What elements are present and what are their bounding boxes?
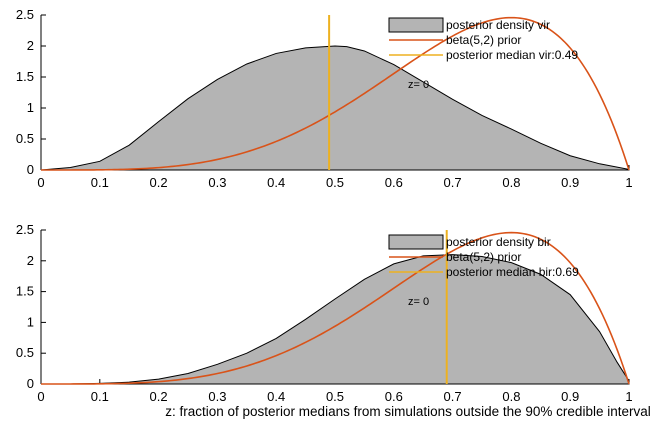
x-tick-label: 1 [625,389,632,404]
x-tick-label: 0.1 [91,175,109,190]
beta-prior-line [41,16,630,171]
y-tick-label: 2 [27,38,34,53]
x-tick-label: 0.3 [208,175,226,190]
x-tick-label: 0.4 [267,175,285,190]
y-tick-label: 1.5 [16,69,34,84]
y-tick-label: 2 [27,253,34,268]
legend-label: posterior density bir [446,235,551,249]
posterior-density-area [40,45,630,171]
x-tick-label: 0.3 [208,389,226,404]
posterior-density-area [41,254,630,385]
x-tick-label: 0.4 [267,389,285,404]
x-tick-label: 0.7 [444,389,462,404]
x-tick-label: 0.6 [385,175,403,190]
x-tick-label: 0 [37,175,44,190]
z-annotation: z= 0 [408,79,429,91]
x-tick-label: 0.8 [502,175,520,190]
x-tick-label: 0.9 [561,389,579,404]
x-tick-label: 0.5 [326,175,344,190]
y-tick-label: 1 [27,100,34,115]
bottom-panel-bir: 0 0.5 1 1.5 2 2.5 0 0.1 0.2 0.3 0.4 0.5 0.6 0.7 0.8 0.9… [16,222,633,404]
footer-caption: z: fraction of posterior medians from si… [165,404,650,419]
x-tick-label: 0.2 [150,175,168,190]
legend-label: posterior median bir:0.69 [446,265,579,279]
legend-label: beta(5,2) prior [446,250,521,264]
y-tick-label: 1.5 [16,284,34,299]
y-tick-label: 0.5 [16,345,34,360]
legend-label: posterior median vir:0.49 [446,48,578,62]
x-tick-label: 1 [625,175,632,190]
x-tick-label: 0.1 [91,389,109,404]
top-panel-vir: 0 0.5 1 1.5 2 2.5 0 0.1 0.2 0.3 0.4 0.5 0.6 0.7 0.8 0.9… [16,7,633,190]
legend-swatch-area [388,17,444,33]
x-tick-label: 0.7 [444,175,462,190]
x-tick-label: 0.6 [385,389,403,404]
y-tick-label: 0 [27,376,34,391]
y-tick-label: 2.5 [16,7,34,22]
legend-label: posterior density vir [446,18,550,32]
x-tick-label: 0.5 [326,389,344,404]
x-tick-label: 0 [37,389,44,404]
beta-prior-line [41,231,630,385]
legend-swatch-area [388,234,444,250]
x-tick-label: 0.9 [561,175,579,190]
y-tick-label: 0.5 [16,131,34,146]
x-tick-label: 0.2 [150,389,168,404]
legend-label: beta(5,2) prior [446,33,521,47]
z-annotation: z= 0 [408,296,429,308]
y-tick-label: 1 [27,314,34,329]
y-tick-label: 0 [27,162,34,177]
x-tick-label: 0.8 [502,389,520,404]
y-tick-label: 2.5 [16,222,34,237]
